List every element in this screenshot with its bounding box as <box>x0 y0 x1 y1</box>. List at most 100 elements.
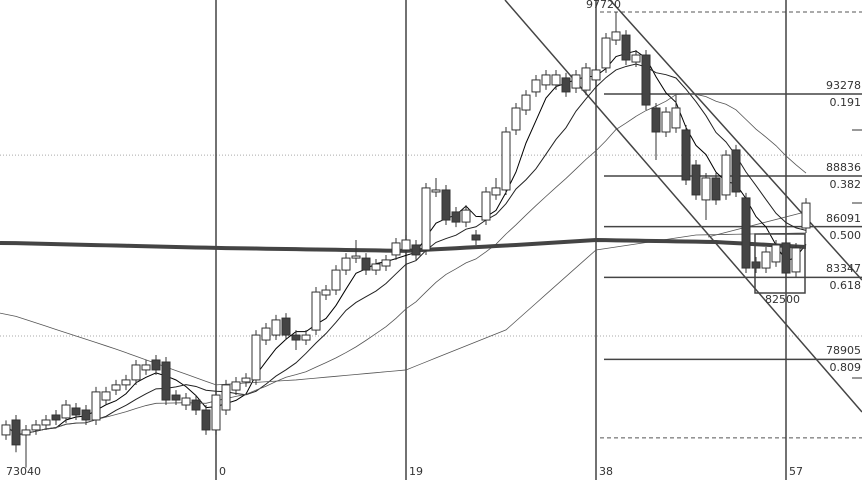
fib-ratio-label: 0.191 <box>829 96 862 109</box>
candle-body <box>431 189 441 193</box>
candle-body <box>691 164 701 196</box>
candle-body <box>281 317 291 336</box>
candle-body <box>611 31 621 41</box>
candle-body <box>81 409 91 421</box>
candle-body <box>151 359 161 371</box>
fib-price-label: 83347 <box>826 262 861 276</box>
candle-body <box>741 197 751 269</box>
fib-price-label: 88836 <box>826 161 861 174</box>
candle-body <box>591 69 601 81</box>
candle-body <box>201 409 211 431</box>
high-label: 97720 <box>586 0 621 11</box>
candle-body <box>651 107 661 133</box>
fib-price-label: 86091 <box>826 211 861 225</box>
candle-body <box>341 257 351 271</box>
candle-body <box>61 404 71 419</box>
candle-body <box>401 239 411 251</box>
candle-body <box>381 259 391 267</box>
candle-body <box>681 129 691 181</box>
candle-body <box>171 394 181 401</box>
candle-body <box>71 407 81 416</box>
candle-body <box>551 74 561 86</box>
candle-body <box>131 364 141 381</box>
fib-price-label: 93278 <box>826 79 861 92</box>
candle-body <box>141 364 151 371</box>
candle-body <box>311 291 321 331</box>
candle-body <box>521 94 531 111</box>
candle-body <box>531 79 541 93</box>
candle-body <box>561 77 571 93</box>
candle-body <box>161 361 171 401</box>
candle-body <box>291 334 301 341</box>
period-marker-label: 0 <box>219 465 226 478</box>
candle-body <box>111 384 121 391</box>
candle-body <box>701 177 711 201</box>
channel-line <box>504 0 862 413</box>
period-marker-label: 19 <box>409 465 423 478</box>
candle-body <box>641 54 651 106</box>
candle-body <box>461 209 471 223</box>
candle-body <box>541 74 551 86</box>
moving-average-line <box>5 93 807 436</box>
candle-body <box>221 384 231 411</box>
candle-body <box>21 429 31 436</box>
candle-body <box>351 255 361 259</box>
candle-body <box>621 34 631 61</box>
candle-body <box>771 244 781 263</box>
trend-line <box>707 211 806 238</box>
candle-body <box>631 54 641 63</box>
candle-body <box>761 251 771 269</box>
candle-body <box>191 399 201 411</box>
box-label: 82500 <box>765 293 800 306</box>
candle-body <box>731 149 741 193</box>
candle-body <box>31 424 41 431</box>
candle-body <box>441 189 451 221</box>
candle-body <box>791 247 801 273</box>
candle-body <box>581 67 591 91</box>
candle-body <box>511 107 521 131</box>
candle-body <box>751 261 761 269</box>
candle-body <box>241 377 251 383</box>
candle-body <box>181 397 191 406</box>
candle-body <box>51 414 61 421</box>
fib-ratio-label: 0.618 <box>829 279 862 293</box>
candle-body <box>321 289 331 296</box>
candle-body <box>451 211 461 223</box>
candle-body <box>421 187 431 251</box>
fib-ratio-label: 0.500 <box>829 228 862 242</box>
candle-body <box>491 187 501 196</box>
candle-body <box>661 111 671 133</box>
candle-body <box>101 391 111 401</box>
candle-body <box>391 242 401 256</box>
candle-body <box>671 107 681 129</box>
candle-body <box>251 334 261 381</box>
candle-body <box>781 242 791 274</box>
candle-body <box>261 327 271 341</box>
period-marker-label: 57 <box>789 465 803 478</box>
candle-body <box>11 419 21 446</box>
candle-body <box>571 74 581 89</box>
candle-body <box>471 234 481 241</box>
candle-body <box>721 154 731 196</box>
candle-body <box>801 202 811 229</box>
candle-body <box>361 257 371 271</box>
candle-body <box>601 37 611 69</box>
candle-body <box>41 419 51 426</box>
moving-average-line <box>5 50 807 436</box>
candle-body <box>501 131 511 191</box>
candle-body <box>301 334 311 341</box>
candle-body <box>711 177 721 201</box>
moving-average-line <box>5 63 807 436</box>
candle-body <box>1 424 11 436</box>
fib-ratio-label: 0.809 <box>829 361 862 375</box>
range-box <box>754 233 806 294</box>
channel-line <box>609 0 862 281</box>
moving-average-line <box>0 232 807 386</box>
period-marker-label: 38 <box>599 465 613 478</box>
candle-body <box>371 263 381 271</box>
candle-body <box>121 379 131 386</box>
candle-body <box>91 391 101 421</box>
low-label: 73040 <box>6 465 41 478</box>
candle-body <box>231 381 241 391</box>
